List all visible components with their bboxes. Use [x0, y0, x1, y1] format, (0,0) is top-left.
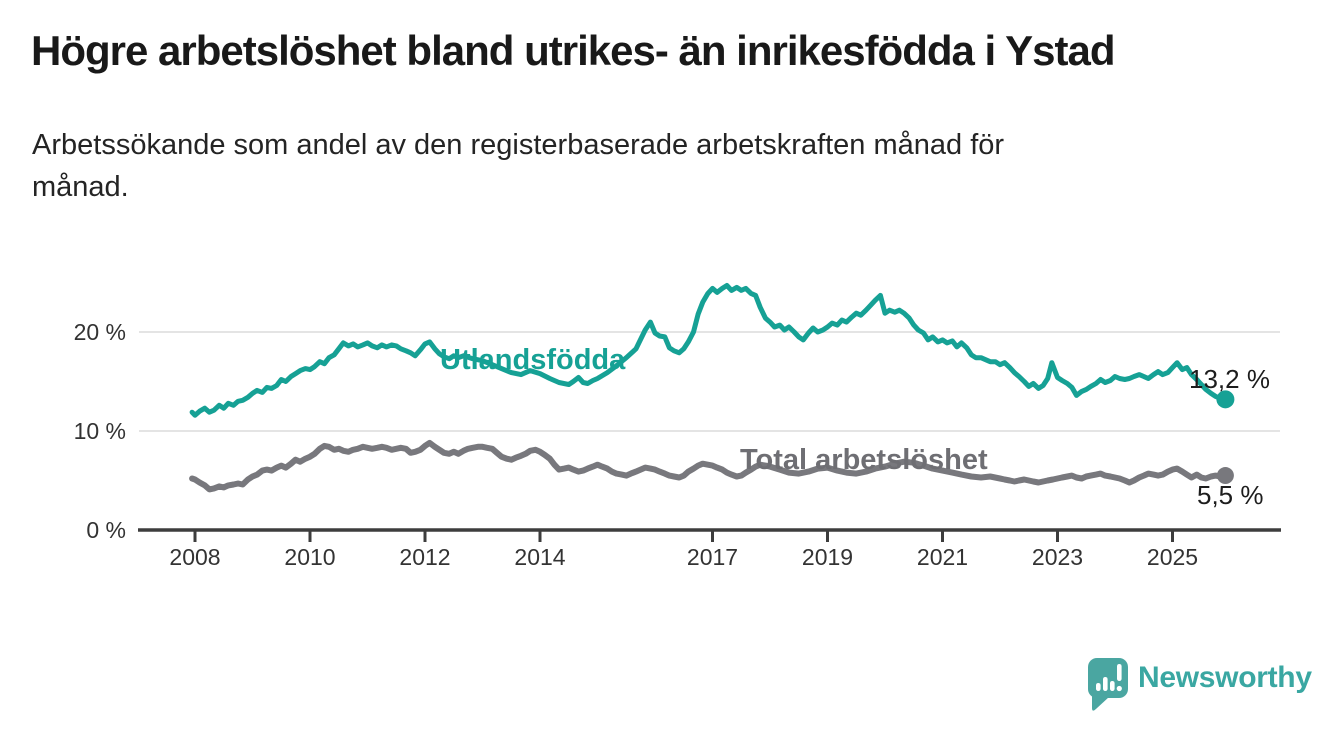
x-axis-label: 2010	[284, 544, 335, 570]
series-end-dot-utlandsfodda	[1216, 390, 1235, 409]
series-label-total-arbetsloshet: Total arbetslöshet	[740, 444, 988, 476]
x-axis-label: 2008	[169, 544, 220, 570]
x-axis-label: 2012	[399, 544, 450, 570]
y-axis-label: 0 %	[86, 517, 126, 543]
x-axis-label: 2025	[1147, 544, 1198, 570]
end-value-total: 5,5 %	[1197, 480, 1264, 510]
subtitle-line-1: Arbetssökande som andel av den registerb…	[32, 129, 1005, 161]
x-axis-label: 2021	[917, 544, 968, 570]
logo-exclamation-bar	[1117, 664, 1122, 681]
logo-exclamation-dot	[1116, 685, 1122, 692]
x-axis-label: 2023	[1032, 544, 1083, 570]
x-axis-label: 2014	[514, 544, 565, 570]
chart-subtitle: Arbetssökande som andel av den registerb…	[32, 124, 1252, 208]
logo-bar-small	[1096, 683, 1101, 691]
y-axis-label: 20 %	[74, 319, 126, 345]
page-title: Högre arbetslöshet bland utrikes- än inr…	[31, 27, 1116, 74]
subtitle-line-2: månad.	[32, 171, 129, 204]
series-line-total	[189, 439, 1229, 493]
end-value-utlandsfodda: 13,2 %	[1189, 364, 1270, 394]
newsworthy-wordmark: Newsworthy	[1138, 661, 1312, 694]
series-label-utlandsfodda: Utlandsfödda	[440, 344, 626, 376]
series-end-dot-total	[1216, 467, 1234, 485]
y-axis-label: 10 %	[74, 418, 126, 444]
newsworthy-logo-icon	[1088, 658, 1128, 711]
logo-bar-tall	[1103, 677, 1108, 691]
series-line-utlandsfodda	[189, 283, 1228, 418]
x-axis-label: 2019	[802, 544, 853, 570]
x-axis-label: 2017	[687, 544, 738, 570]
newsworthy-logo: Newsworthy	[1084, 654, 1324, 718]
logo-bar-medium	[1110, 681, 1115, 691]
